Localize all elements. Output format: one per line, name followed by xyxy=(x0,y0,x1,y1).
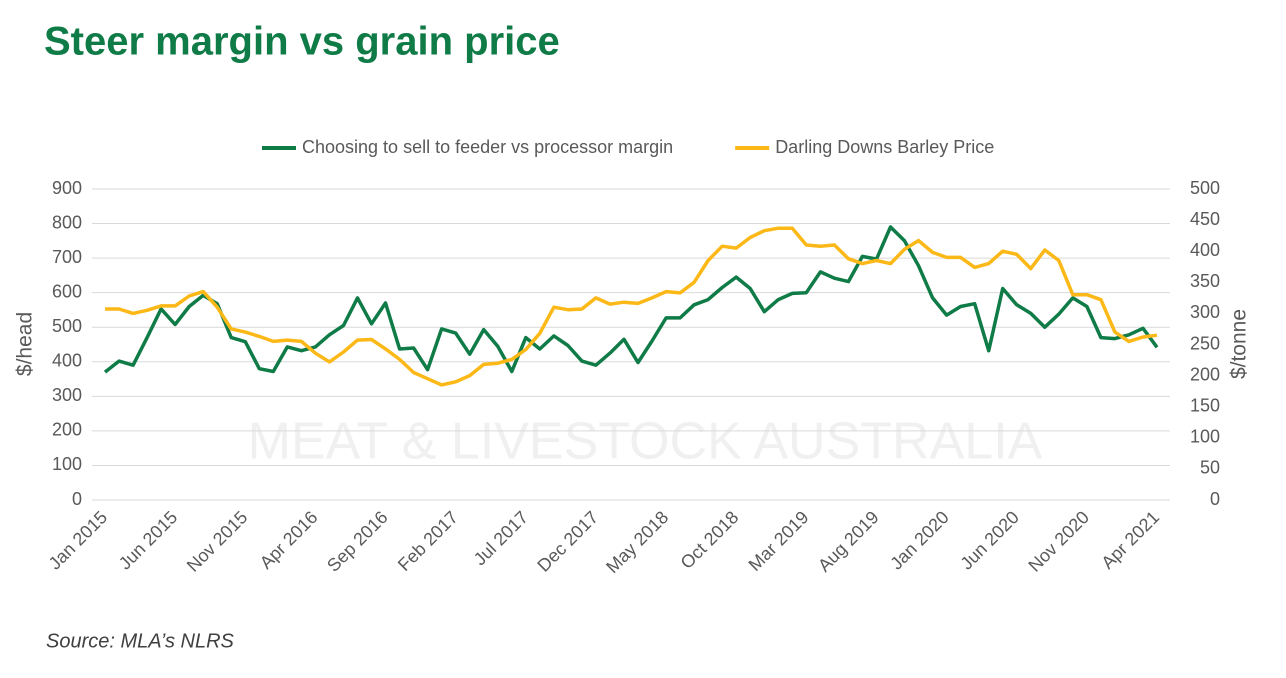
x-tick-label: Jan 2020 xyxy=(886,507,953,574)
y-tick-label: 900 xyxy=(52,178,82,198)
x-tick-label: Jun 2020 xyxy=(956,507,1023,574)
y2-tick-label: 450 xyxy=(1190,209,1220,229)
x-tick-label: Apr 2021 xyxy=(1097,507,1163,573)
chart-title: Steer margin vs grain price xyxy=(44,20,560,64)
x-tick-label: Aug 2019 xyxy=(814,507,883,576)
x-tick-label: Nov 2015 xyxy=(183,507,252,576)
source: Source: MLA’s NLRS xyxy=(46,630,235,652)
x-tick-label: Sep 2016 xyxy=(323,507,392,576)
y-tick-label: 500 xyxy=(52,316,82,336)
x-tick-label: Oct 2018 xyxy=(677,507,743,573)
y2-tick-label: 400 xyxy=(1190,240,1220,260)
y-tick-label: 700 xyxy=(52,247,82,267)
y2-tick-label: 350 xyxy=(1190,271,1220,291)
legend-label: Darling Downs Barley Price xyxy=(775,137,994,157)
x-tick-label: Nov 2020 xyxy=(1024,507,1093,576)
x-tick-label: Apr 2016 xyxy=(256,507,322,573)
y2-tick-label: 200 xyxy=(1190,364,1220,384)
series-line xyxy=(105,226,1158,387)
y-tick-label: 200 xyxy=(52,420,82,440)
y-tick-label: 300 xyxy=(52,385,82,405)
y-tick-label: 600 xyxy=(52,281,82,301)
y2-axis-label: $/tonne xyxy=(1228,309,1251,379)
y-tick-label: 800 xyxy=(52,212,82,232)
y-tick-label: 0 xyxy=(72,489,82,509)
x-tick-label: May 2018 xyxy=(602,507,672,577)
y2-tick-label: 500 xyxy=(1190,178,1220,198)
y2-tick-label: 0 xyxy=(1210,489,1220,509)
y2-tick-label: 150 xyxy=(1190,395,1220,415)
x-tick-label: Dec 2017 xyxy=(533,507,602,576)
x-tick-label: Jan 2015 xyxy=(45,507,112,574)
x-tick-label: Feb 2017 xyxy=(394,507,462,575)
series-line xyxy=(103,225,1159,374)
watermark: MEAT & LIVESTOCK AUSTRALIA xyxy=(248,413,1043,471)
y-tick-label: 400 xyxy=(52,351,82,371)
x-tick-label: Jul 2017 xyxy=(470,507,532,569)
x-tick-label: Jun 2015 xyxy=(115,507,182,574)
y2-tick-label: 50 xyxy=(1200,458,1220,478)
y2-tick-label: 250 xyxy=(1190,333,1220,353)
y2-tick-label: 300 xyxy=(1190,302,1220,322)
y2-tick-label: 100 xyxy=(1190,427,1220,447)
legend-label: Choosing to sell to feeder vs processor … xyxy=(302,137,673,157)
y-axis-label: $/head xyxy=(14,312,37,376)
y-tick-label: 100 xyxy=(52,454,82,474)
x-tick-label: Mar 2019 xyxy=(745,507,813,575)
